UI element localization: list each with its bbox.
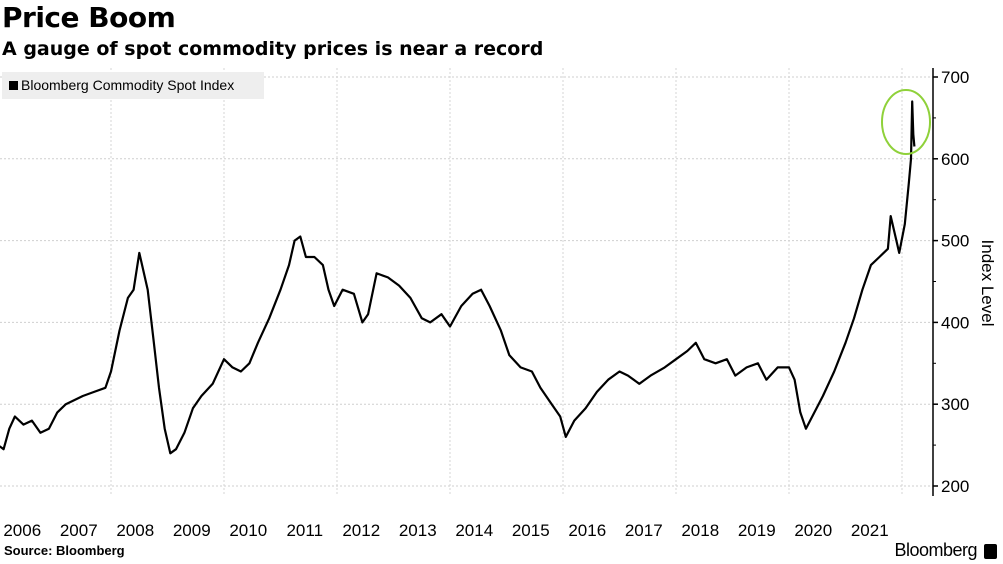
x-tick-label: 2006 bbox=[3, 521, 41, 540]
chart-subtitle: A gauge of spot commodity prices is near… bbox=[2, 38, 544, 60]
legend-swatch bbox=[9, 81, 18, 90]
gridlines bbox=[0, 68, 933, 496]
x-tick-label: 2020 bbox=[794, 521, 832, 540]
x-tick-label: 2010 bbox=[229, 521, 267, 540]
y-tick-label: 300 bbox=[941, 395, 969, 414]
y-axis-label: Index Level bbox=[978, 240, 997, 327]
x-tick-label: 2017 bbox=[625, 521, 663, 540]
x-tick-label: 2016 bbox=[568, 521, 606, 540]
x-tick-label: 2015 bbox=[512, 521, 550, 540]
y-tick-label: 200 bbox=[941, 477, 969, 496]
x-tick-label: 2021 bbox=[851, 521, 889, 540]
legend-label: Bloomberg Commodity Spot Index bbox=[21, 77, 235, 93]
brand-logo: Bloomberg bbox=[894, 540, 977, 560]
x-tick-label: 2011 bbox=[286, 521, 323, 540]
highlight-circle bbox=[881, 89, 931, 155]
x-tick-label: 2013 bbox=[399, 521, 437, 540]
x-tick-label: 2012 bbox=[342, 521, 380, 540]
x-tick-label: 2008 bbox=[116, 521, 154, 540]
y-tick-label: 400 bbox=[941, 313, 969, 332]
x-tick-label: 2014 bbox=[455, 521, 493, 540]
y-axis: 200 300 400 500 600 700 bbox=[932, 68, 969, 496]
x-tick-label: 2009 bbox=[173, 521, 211, 540]
x-tick-label: 2019 bbox=[738, 521, 776, 540]
x-tick-label: 2018 bbox=[681, 521, 719, 540]
source-note: Source: Bloomberg bbox=[4, 543, 125, 558]
series-line-bloomberg-commodity-spot-index bbox=[0, 100, 916, 455]
y-tick-label: 600 bbox=[941, 150, 969, 169]
x-tick-label: 2007 bbox=[60, 521, 98, 540]
chart-title: Price Boom bbox=[2, 1, 176, 34]
legend: Bloomberg Commodity Spot Index bbox=[2, 72, 264, 99]
y-tick-label: 700 bbox=[941, 68, 969, 87]
y-tick-label: 500 bbox=[941, 232, 969, 251]
bloomberg-terminal-icon bbox=[984, 544, 997, 559]
x-axis-labels: 2006 2007 2008 2009 2010 2011 2012 2013 2014 2015… bbox=[3, 521, 888, 540]
